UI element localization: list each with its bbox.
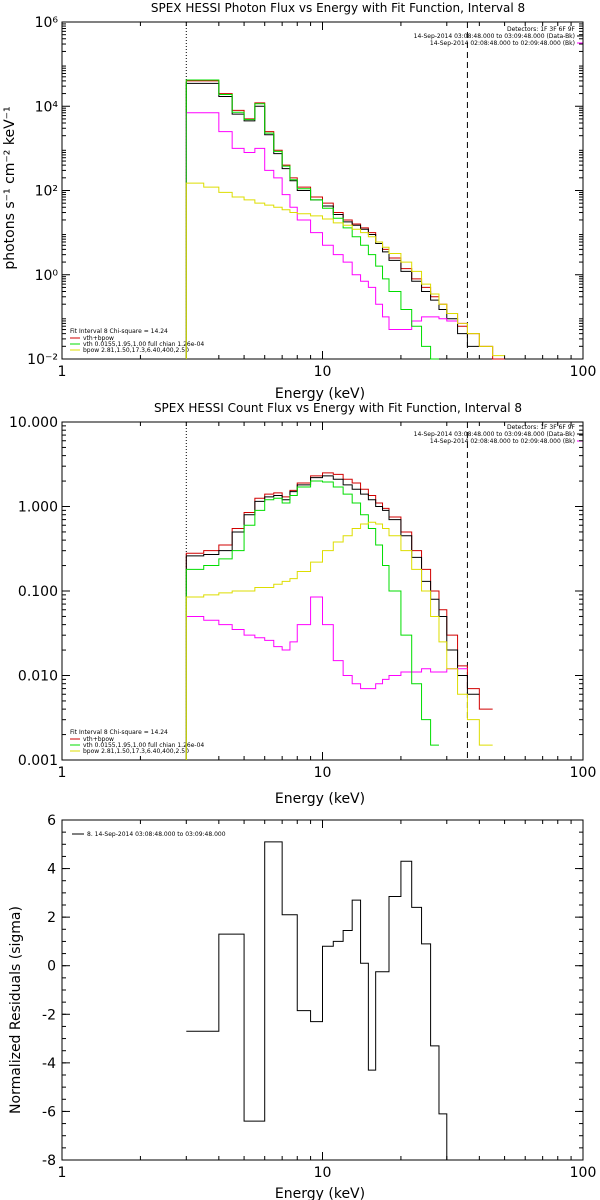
residuals-legend-label: 8. 14-Sep-2014 03:08:48.000 to 03:09:48.…	[87, 831, 226, 838]
residuals-xtick-label: 10	[314, 1165, 332, 1181]
count-flux-series-4	[185, 521, 493, 760]
count-flux-panel: SPEX HESSI Count Flux vs Energy with Fit…	[9, 401, 596, 807]
photon-flux-xtick-label: 10	[314, 364, 332, 380]
photon-flux-interval-bk: 14-Sep-2014 02:08:48.000 to 02:09:48.000…	[430, 40, 575, 47]
residuals-ytick-label: -4	[42, 1056, 56, 1072]
residuals-ytick-label: -8	[42, 1153, 56, 1169]
residuals-ytick-label: 2	[47, 910, 56, 926]
count-flux-ytick-label: 0.001	[18, 753, 58, 769]
residuals-ytick-label: -2	[42, 1007, 56, 1023]
count-flux-ytick-label: 10.000	[9, 415, 58, 431]
photon-flux-series-0	[185, 80, 505, 360]
photon-flux-ytick-label: 10⁶	[35, 15, 59, 31]
photon-flux-xtick-label: 1	[58, 364, 67, 380]
residuals-xtick-label: 100	[570, 1165, 597, 1181]
photon-flux-interval-data: 14-Sep-2014 03:08:48.000 to 03:09:48.000…	[414, 33, 575, 40]
photon-flux-legend-label: bpow 2.81,1.50,17.3,6.40,400,2.50	[83, 347, 189, 354]
count-flux-fit-info: Fit Interval 8 Chi-square = 14.24	[70, 729, 168, 736]
photon-flux-xtick-label: 100	[570, 364, 597, 380]
photon-flux-ytick-label: 10²	[35, 184, 58, 200]
photon-flux-ytick-label: 10⁴	[35, 99, 59, 115]
photon-flux-series-4	[185, 182, 505, 359]
count-flux-title: SPEX HESSI Count Flux vs Energy with Fit…	[154, 401, 522, 415]
count-flux-ytick-label: 0.010	[18, 669, 58, 685]
count-flux-interval-bk: 14-Sep-2014 02:08:48.000 to 02:09:48.000…	[430, 438, 575, 445]
count-flux-ytick-label: 1.000	[18, 500, 58, 516]
photon-flux-title: SPEX HESSI Photon Flux vs Energy with Fi…	[151, 1, 525, 15]
residuals-xtick-label: 1	[58, 1165, 67, 1181]
count-flux-series-1	[185, 475, 480, 760]
count-flux-detectors: Detectors: 1F 3F 6F 9F	[507, 424, 576, 431]
photon-flux-series-2	[185, 112, 468, 359]
residuals-xlabel: Energy (keV)	[275, 1186, 365, 1200]
residuals-series-0	[186, 841, 468, 1161]
residuals-ytick-label: 4	[47, 862, 56, 878]
residuals-ylabel: Normalized Residuals (sigma)	[8, 906, 24, 1114]
count-flux-xlabel: Energy (keV)	[275, 791, 365, 807]
photon-flux-ytick-label: 10⁰	[35, 268, 59, 284]
residuals-ytick-label: 6	[47, 813, 56, 829]
count-flux-interval-data: 14-Sep-2014 03:08:48.000 to 03:09:48.000…	[414, 431, 575, 438]
count-flux-ytick-label: 0.100	[18, 584, 58, 600]
residuals-legend: 8. 14-Sep-2014 03:08:48.000 to 03:09:48.…	[72, 831, 226, 838]
count-flux-legend-label: vth 0.0155,1.95,1.00 full chian 1.26e-04	[83, 742, 204, 749]
photon-flux-legend-label: vth 0.0155,1.95,1.00 full chian 1.26e-04	[83, 341, 204, 348]
count-flux-legend-label: bpow 2.81,1.50,17.3,6.40,400,2.50	[83, 748, 189, 755]
residuals-ytick-label: 0	[47, 959, 56, 975]
count-flux-xtick-label: 100	[570, 765, 597, 781]
photon-flux-series-3	[185, 79, 439, 360]
photon-flux-ylabel: photons s⁻¹ cm⁻² keV⁻¹	[2, 106, 18, 269]
residuals-panel: Normalized Residuals (sigma) Energy (keV…	[8, 813, 596, 1200]
photon-flux-xlabel: Energy (keV)	[275, 386, 365, 402]
photon-flux-fit-info: Fit Interval 8 Chi-square = 14.24	[70, 328, 168, 335]
photon-flux-ytick-label: 10⁻²	[27, 352, 58, 368]
count-flux-xtick-label: 1	[58, 765, 67, 781]
photon-flux-legend-label: vth+bpow	[83, 335, 114, 342]
count-flux-xtick-label: 10	[314, 765, 332, 781]
residuals-ytick-label: -6	[42, 1104, 56, 1120]
photon-flux-panel: SPEX HESSI Photon Flux vs Energy with Fi…	[2, 1, 596, 402]
photon-flux-plot-frame	[61, 21, 584, 360]
count-flux-series-2	[185, 596, 468, 760]
count-flux-series-3	[185, 480, 439, 760]
photon-flux-detectors: Detectors: 1F 3F 6F 9F	[507, 26, 576, 33]
count-flux-legend-label: vth+bpow	[83, 736, 114, 743]
